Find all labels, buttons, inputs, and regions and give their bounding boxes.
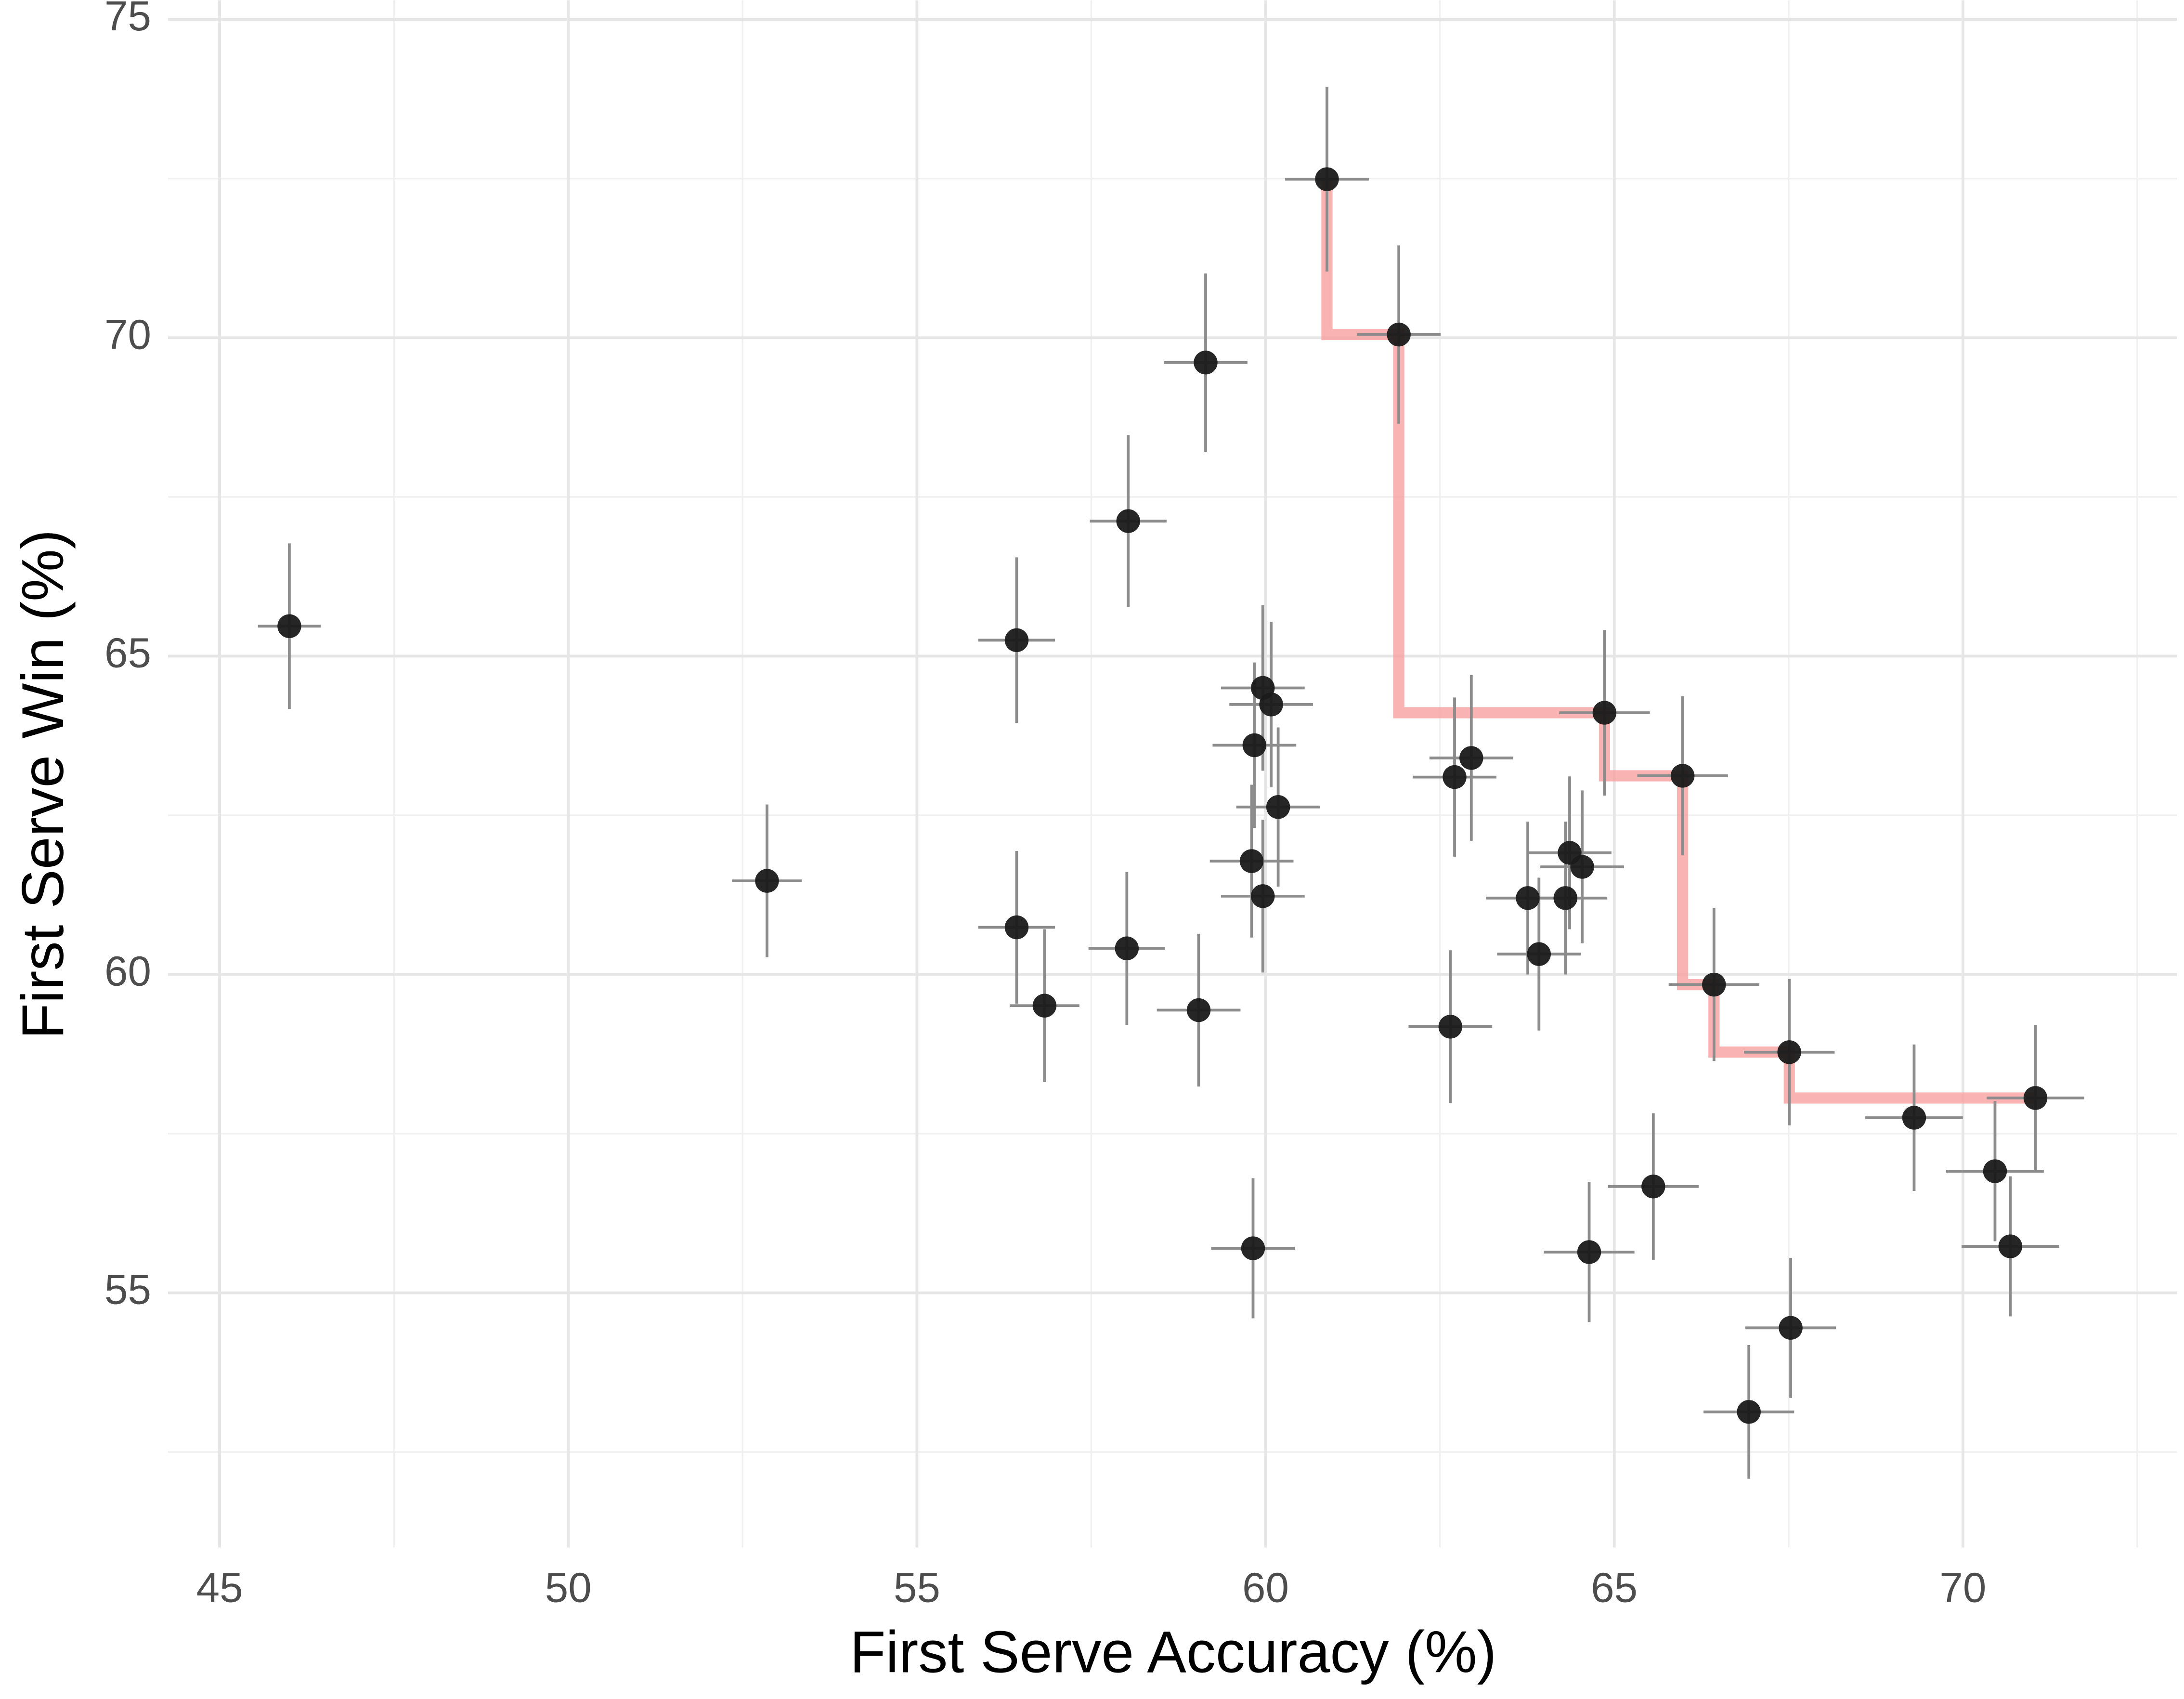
point (1527, 942, 1551, 966)
point (1004, 915, 1029, 940)
y-tick-label: 65 (104, 629, 151, 676)
point (1004, 628, 1029, 653)
point (1251, 884, 1275, 908)
point (1702, 972, 1726, 997)
point (1777, 1040, 1801, 1064)
x-tick-label: 60 (1242, 1565, 1289, 1611)
x-tick-label: 50 (545, 1565, 592, 1611)
point (1239, 849, 1264, 873)
point (1116, 509, 1140, 533)
x-tick-label: 45 (196, 1565, 243, 1611)
y-axis-title: First Serve Win (%) (10, 530, 76, 1039)
x-tick-label: 65 (1591, 1565, 1638, 1611)
point (1194, 351, 1218, 375)
point (755, 869, 779, 893)
point (1032, 993, 1057, 1018)
point (1902, 1106, 1926, 1130)
x-tick-label: 55 (894, 1565, 940, 1611)
y-tick-label: 55 (104, 1267, 151, 1313)
point (1259, 693, 1283, 717)
point (1592, 701, 1617, 725)
point (1459, 746, 1483, 770)
point (1438, 1015, 1463, 1039)
point (2023, 1086, 2048, 1110)
point (1115, 936, 1139, 960)
point (1315, 167, 1339, 191)
point (1779, 1316, 1803, 1340)
point (1577, 1240, 1601, 1264)
point (1553, 886, 1578, 910)
point (277, 614, 301, 638)
point (1186, 998, 1211, 1022)
point (1998, 1234, 2023, 1258)
point (1737, 1400, 1761, 1424)
point (1641, 1175, 1665, 1199)
y-tick-label: 70 (104, 311, 151, 358)
point (1983, 1159, 2007, 1183)
grid (168, 0, 2177, 1548)
point (1241, 1236, 1265, 1260)
point (1516, 886, 1540, 910)
y-tick-label: 75 (104, 0, 151, 39)
point (1670, 764, 1695, 788)
point (1387, 322, 1411, 347)
point (1443, 765, 1467, 789)
y-tick-label: 60 (104, 948, 151, 995)
x-tick-label: 70 (1939, 1565, 1986, 1611)
x-axis-title: First Serve Accuracy (%) (850, 1619, 1496, 1685)
point (1242, 733, 1267, 758)
point (1570, 855, 1594, 879)
marks (258, 87, 2084, 1479)
point (1266, 795, 1290, 819)
